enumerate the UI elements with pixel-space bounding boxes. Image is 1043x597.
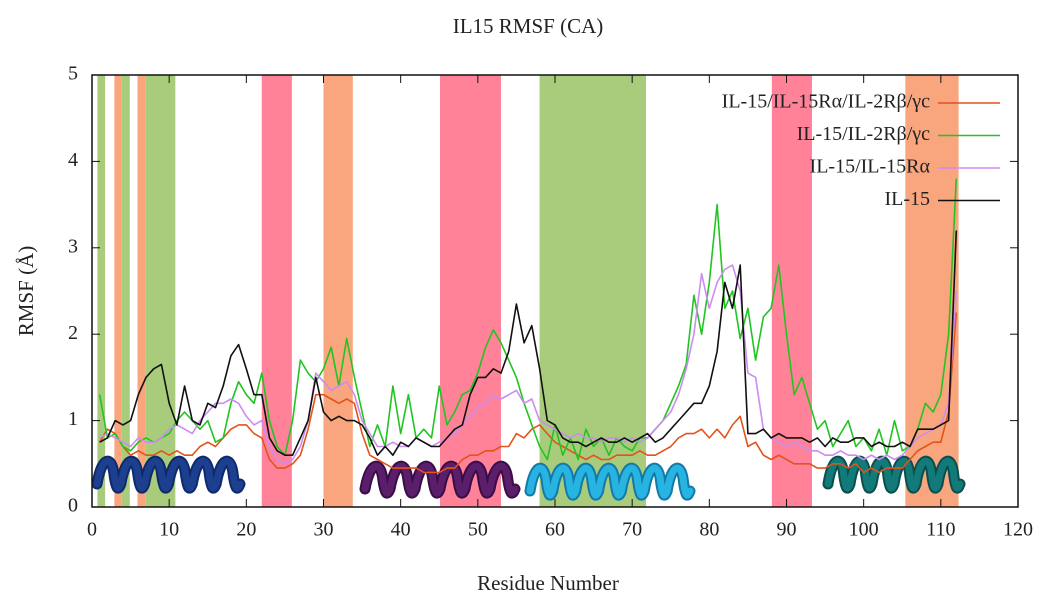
y-tick-label: 2 <box>68 322 78 344</box>
x-tick-label: 80 <box>699 519 719 541</box>
x-tick-label: 90 <box>777 519 797 541</box>
shaded-region <box>114 75 122 507</box>
x-tick-label: 60 <box>545 519 565 541</box>
shaded-region <box>905 75 959 507</box>
shaded-region <box>323 75 353 507</box>
shaded-region <box>771 75 812 507</box>
chart-title: IL15 RMSF (CA) <box>453 14 604 38</box>
y-tick-label: 3 <box>68 235 78 257</box>
shaded-region <box>121 75 130 507</box>
y-tick-label: 4 <box>68 149 78 171</box>
x-axis-label: Residue Number <box>477 571 619 595</box>
helix <box>93 457 244 492</box>
x-tick-label: 50 <box>468 519 488 541</box>
x-tick-label: 120 <box>1003 519 1033 541</box>
series-line <box>99 312 958 474</box>
axes: 0 10 20 30 40 50 60 70 80 90 100 110 120 0 1 2 3 4 5 <box>68 63 1033 541</box>
helix-icons <box>91 455 966 501</box>
series-line <box>98 178 958 461</box>
y-tick-label: 1 <box>68 408 78 430</box>
legend-label: IL-15 <box>884 188 930 210</box>
x-tick-label: 30 <box>314 519 334 541</box>
y-tick-label: 5 <box>68 63 78 85</box>
shaded-region <box>137 75 146 507</box>
shaded-region <box>440 75 501 507</box>
x-tick-label: 10 <box>159 519 179 541</box>
series-line <box>99 264 958 465</box>
x-tick-label: 100 <box>849 519 879 541</box>
legend-label: IL-15/IL-15Rα/IL-2Rβ/γc <box>722 91 930 113</box>
helix <box>526 464 694 499</box>
series-line <box>99 230 958 456</box>
shaded-region <box>145 75 176 507</box>
y-tick-label: 0 <box>68 495 78 517</box>
x-tick-label: 40 <box>391 519 411 541</box>
legend-label: IL-15/IL-2Rβ/γc <box>797 123 931 145</box>
series-lines <box>98 178 958 474</box>
x-tick-label: 110 <box>926 519 955 541</box>
x-tick-label: 20 <box>236 519 256 541</box>
shaded-region <box>97 75 106 507</box>
x-tick-label: 0 <box>87 519 97 541</box>
helix <box>824 457 964 492</box>
y-axis-label: RMSF (Å) <box>14 246 38 336</box>
x-tick-label: 70 <box>622 519 642 541</box>
helix <box>361 462 519 497</box>
legend-label: IL-15/IL-15Rα <box>810 156 931 178</box>
